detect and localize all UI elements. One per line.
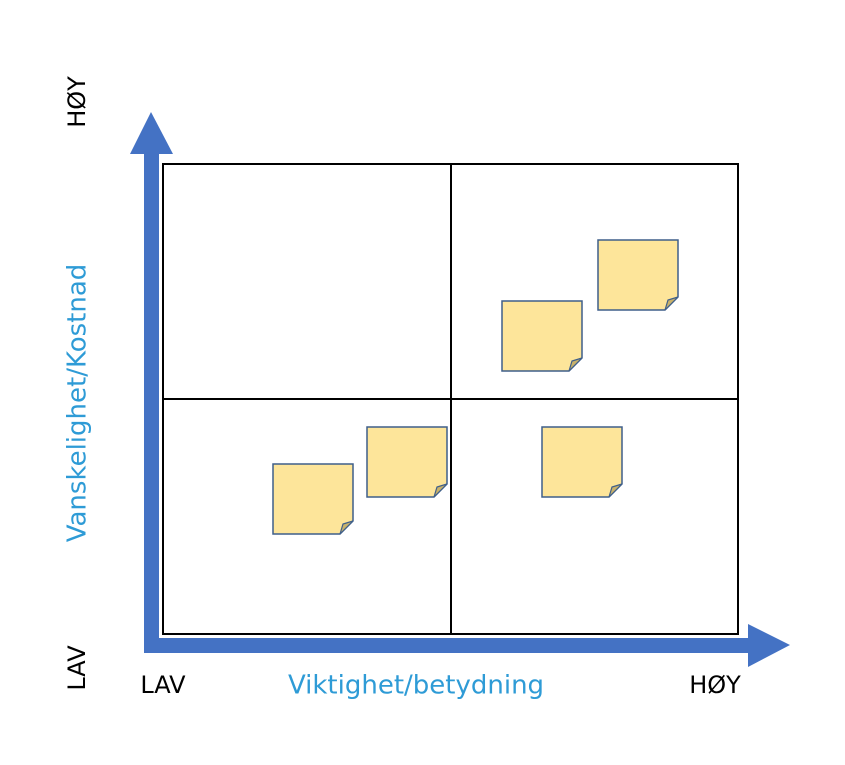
sticky-note xyxy=(272,463,354,535)
y-axis-title: Vanskelighet/Kostnad xyxy=(63,264,93,543)
matrix xyxy=(162,163,739,635)
y-axis-line xyxy=(144,150,159,652)
note-fold xyxy=(433,483,448,498)
y-axis-arrowhead xyxy=(130,112,173,154)
y-high-label: HØY xyxy=(63,76,91,128)
x-axis-line xyxy=(144,638,754,653)
sticky-note xyxy=(366,426,448,498)
x-axis-title: Viktighet/betydning xyxy=(288,671,544,701)
x-high-label: HØY xyxy=(689,671,741,699)
note-fold xyxy=(568,357,583,372)
x-axis-arrowhead xyxy=(748,624,790,667)
y-low-label: LAV xyxy=(63,645,91,691)
sticky-note xyxy=(541,426,623,498)
sticky-notes xyxy=(272,239,679,535)
note-fold xyxy=(664,296,679,311)
note-fold xyxy=(339,520,354,535)
sticky-note xyxy=(501,300,583,372)
x-low-label: LAV xyxy=(140,671,186,699)
note-fold xyxy=(608,483,623,498)
sticky-note xyxy=(597,239,679,311)
